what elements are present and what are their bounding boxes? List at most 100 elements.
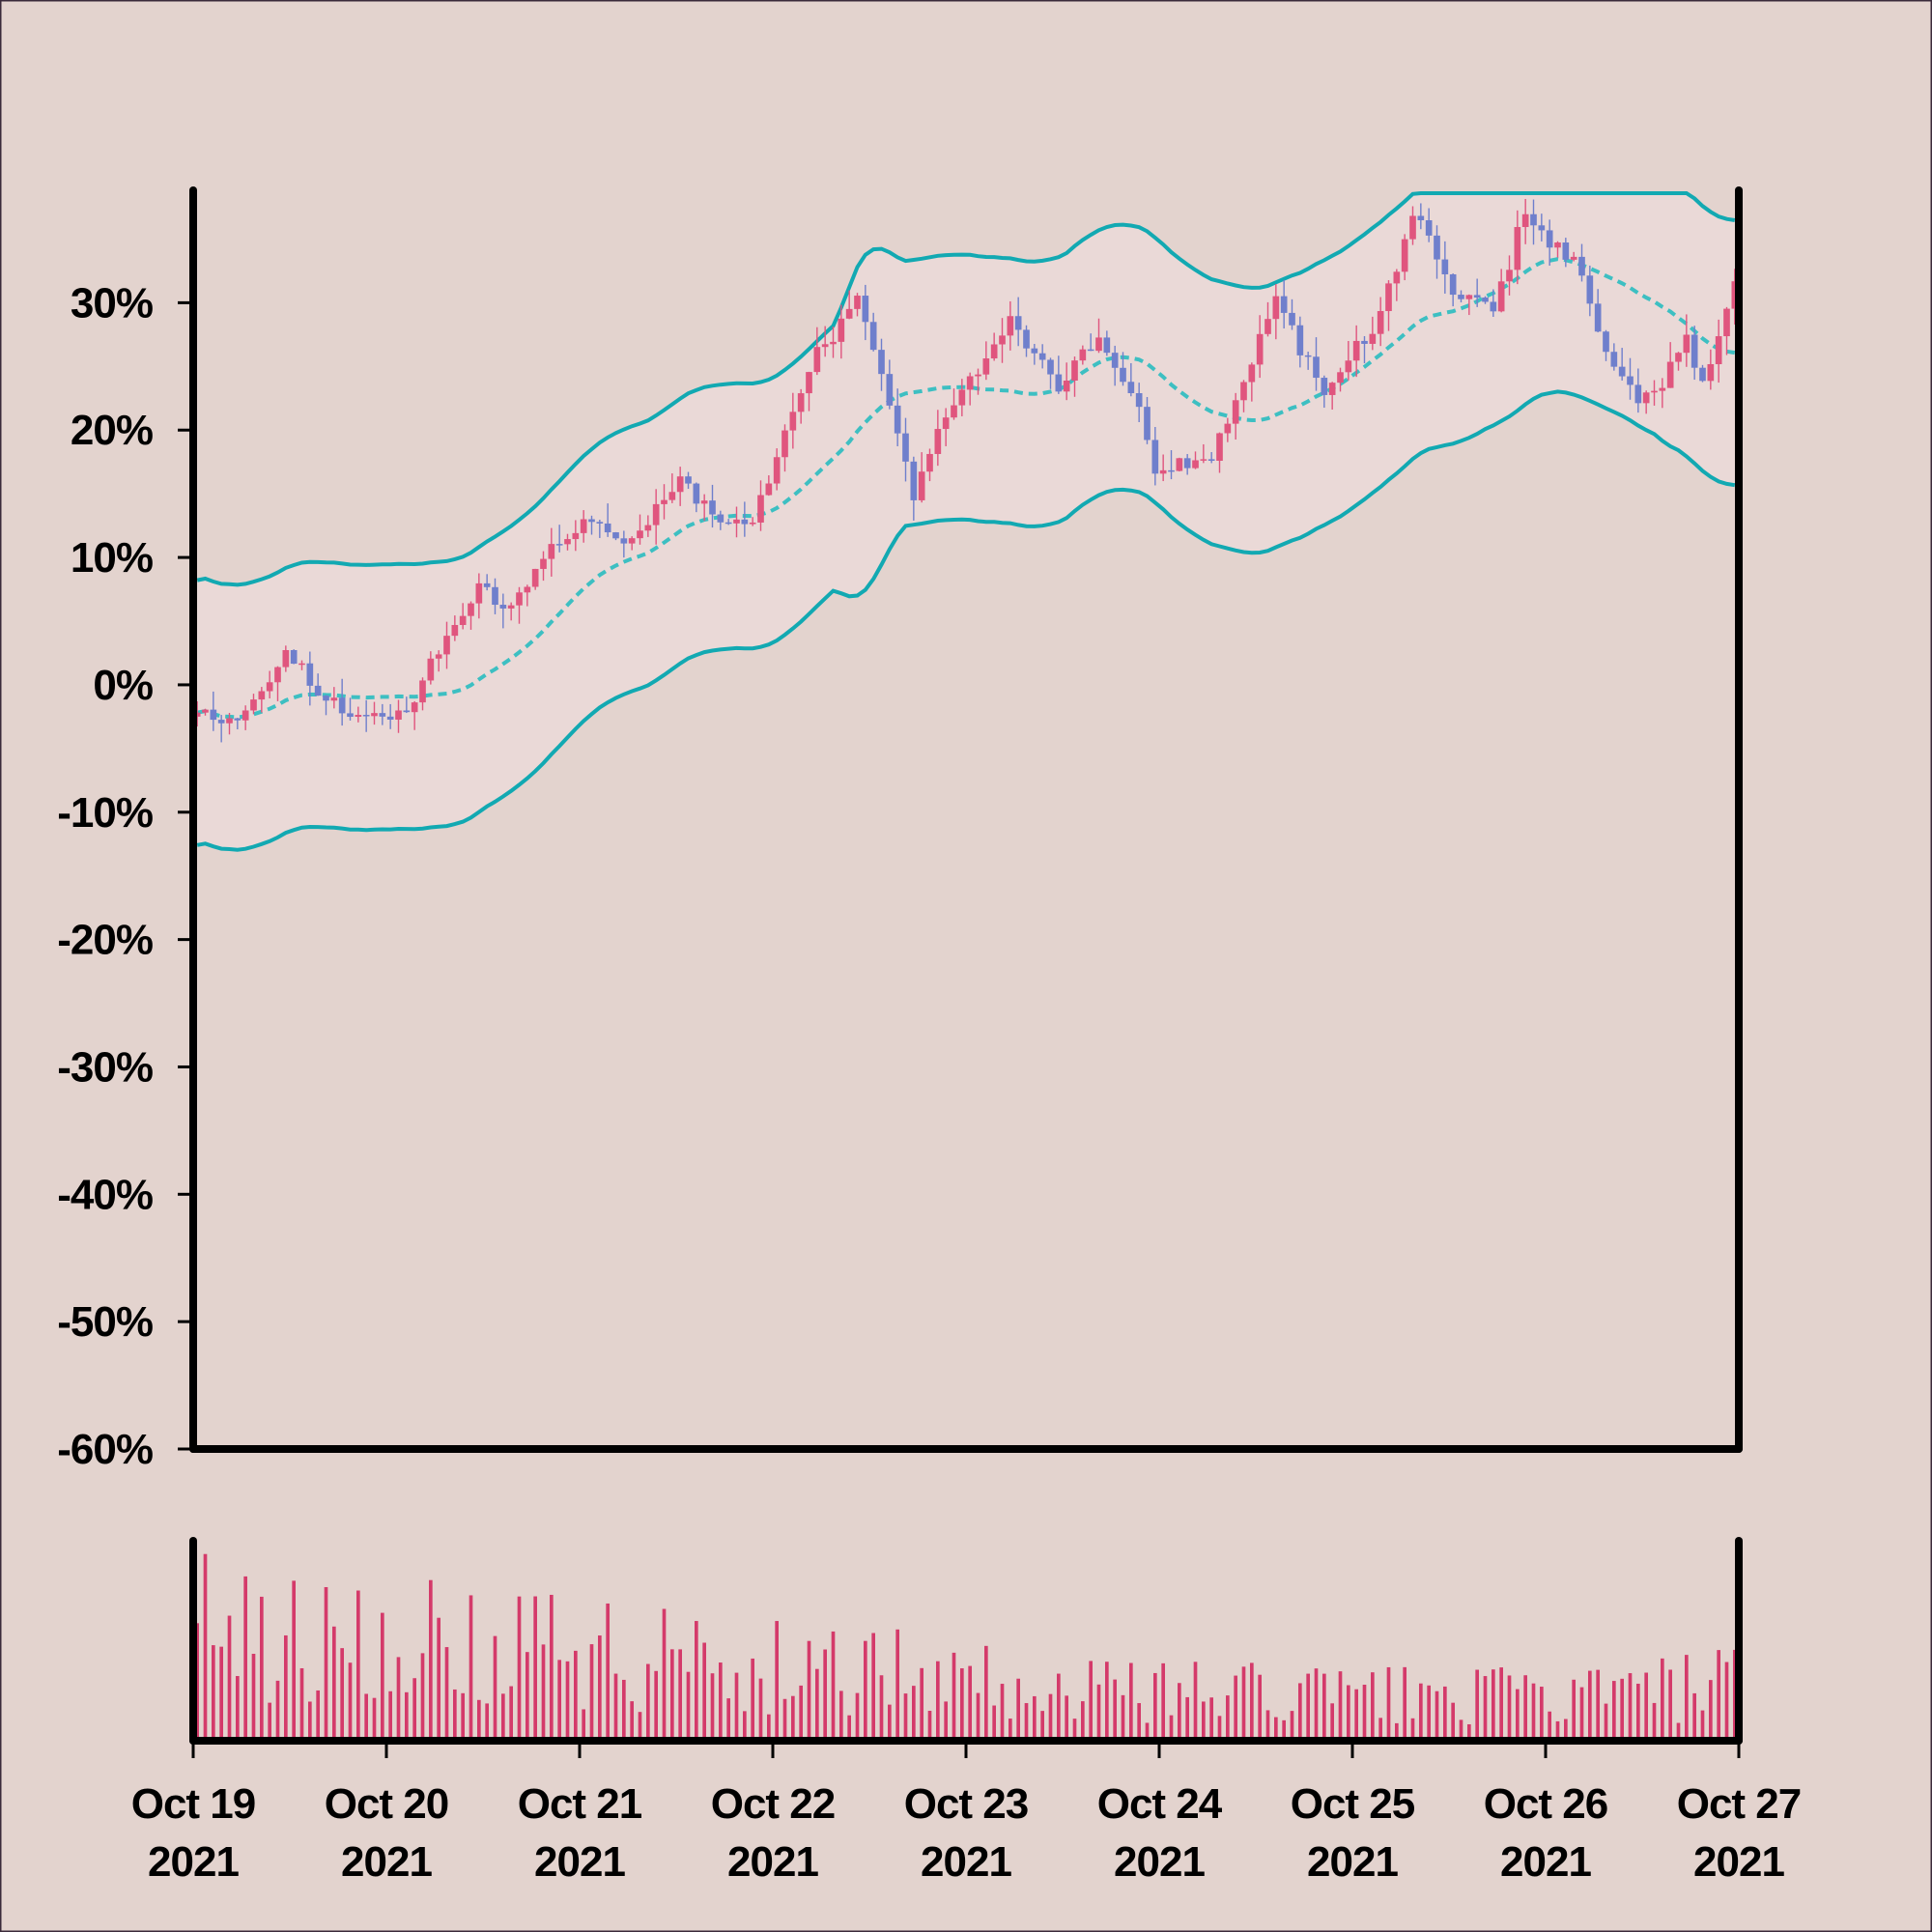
candle	[1361, 335, 1368, 364]
volume-bar	[1395, 1722, 1399, 1741]
candle	[1731, 269, 1739, 325]
candle	[1103, 330, 1111, 356]
candle	[226, 712, 233, 735]
candle	[217, 715, 225, 743]
candle	[934, 410, 942, 467]
candle-body	[1055, 374, 1063, 392]
candle	[1385, 280, 1392, 331]
volume-bar	[823, 1649, 827, 1741]
candle-body	[886, 374, 894, 406]
volume-bar	[372, 1697, 377, 1741]
candle	[926, 448, 933, 482]
volume-bar	[1048, 1693, 1053, 1741]
candle-body	[1514, 227, 1521, 270]
volume-bar	[381, 1612, 384, 1741]
volume-bar	[1105, 1662, 1109, 1741]
candle-body	[1690, 334, 1698, 368]
candle-body	[845, 308, 853, 319]
candle-body	[1127, 382, 1135, 394]
candle	[371, 701, 378, 725]
candle	[451, 615, 459, 641]
volume-bar	[1628, 1673, 1633, 1741]
candle-body	[1240, 382, 1247, 401]
candle-body	[1530, 213, 1537, 226]
candle	[1256, 315, 1264, 379]
volume-bar	[831, 1631, 836, 1741]
candle-body	[637, 530, 643, 539]
candle	[894, 388, 901, 446]
volume-bar	[444, 1647, 449, 1741]
y-tick-label: 0%	[93, 662, 153, 709]
candle-body	[1289, 312, 1295, 326]
candle	[323, 695, 329, 716]
candle-body	[797, 393, 805, 412]
candle	[531, 568, 539, 590]
volume-bar	[275, 1680, 280, 1741]
candle-body	[1313, 356, 1320, 379]
candle	[540, 551, 547, 582]
candle	[1434, 225, 1440, 279]
candle-body	[1497, 281, 1505, 312]
candle-body	[966, 376, 974, 390]
volume-bar	[388, 1690, 392, 1741]
candle-body	[1280, 296, 1288, 313]
candle	[1264, 301, 1271, 337]
x-tick-label-line1: Oct 24	[1097, 1780, 1223, 1828]
candle-body	[620, 538, 628, 544]
candle	[1200, 443, 1208, 464]
candle-body	[1151, 440, 1159, 474]
candle-body	[749, 522, 756, 525]
volume-bar	[734, 1672, 739, 1741]
candle	[975, 368, 981, 395]
candle-body	[1715, 336, 1722, 364]
volume-bar	[243, 1576, 247, 1741]
candle	[1497, 269, 1505, 313]
volume-bar	[1548, 1711, 1551, 1741]
candle	[564, 533, 571, 551]
volume-bar	[726, 1698, 730, 1741]
candle	[362, 699, 370, 732]
candle	[250, 694, 257, 715]
volume-panel	[195, 1553, 1737, 1741]
volume-bar	[509, 1686, 513, 1741]
volume-bar	[1588, 1670, 1592, 1741]
candle	[1570, 251, 1577, 262]
volume-bar	[1427, 1685, 1431, 1741]
candle	[966, 372, 974, 406]
volume-bar	[251, 1654, 256, 1741]
volume-bar	[719, 1662, 723, 1741]
candle	[990, 332, 998, 361]
volume-bar	[1081, 1701, 1085, 1741]
candle	[1683, 314, 1690, 367]
volume-bar	[356, 1590, 360, 1741]
x-tick-label-line1: Oct 25	[1291, 1780, 1415, 1828]
candle	[1272, 283, 1280, 340]
candle	[869, 312, 877, 352]
candle-body	[1014, 316, 1022, 330]
candle	[1176, 457, 1183, 472]
y-tick-label: 10%	[71, 534, 153, 582]
candle	[661, 484, 668, 520]
volume-bar	[493, 1635, 497, 1741]
volume-bar	[1499, 1667, 1503, 1741]
candle-body	[1465, 295, 1473, 299]
candle-body	[878, 350, 885, 375]
volume-bar	[920, 1667, 923, 1741]
candle	[338, 678, 346, 726]
candle	[612, 531, 619, 541]
candle-body	[806, 372, 812, 394]
volume-bar	[743, 1711, 747, 1741]
candle-body	[902, 433, 909, 462]
volume-bar	[227, 1615, 232, 1741]
candle-body	[951, 405, 957, 418]
candle	[347, 697, 354, 721]
candle-body	[1047, 359, 1054, 375]
volume-bar	[1217, 1716, 1222, 1741]
candle	[1095, 318, 1102, 354]
candle	[1328, 382, 1336, 411]
candle	[1321, 375, 1328, 409]
middle-band-line	[196, 257, 1736, 720]
volume-bar	[654, 1670, 658, 1741]
candle-body	[1264, 319, 1271, 334]
volume-bar	[1362, 1685, 1367, 1741]
